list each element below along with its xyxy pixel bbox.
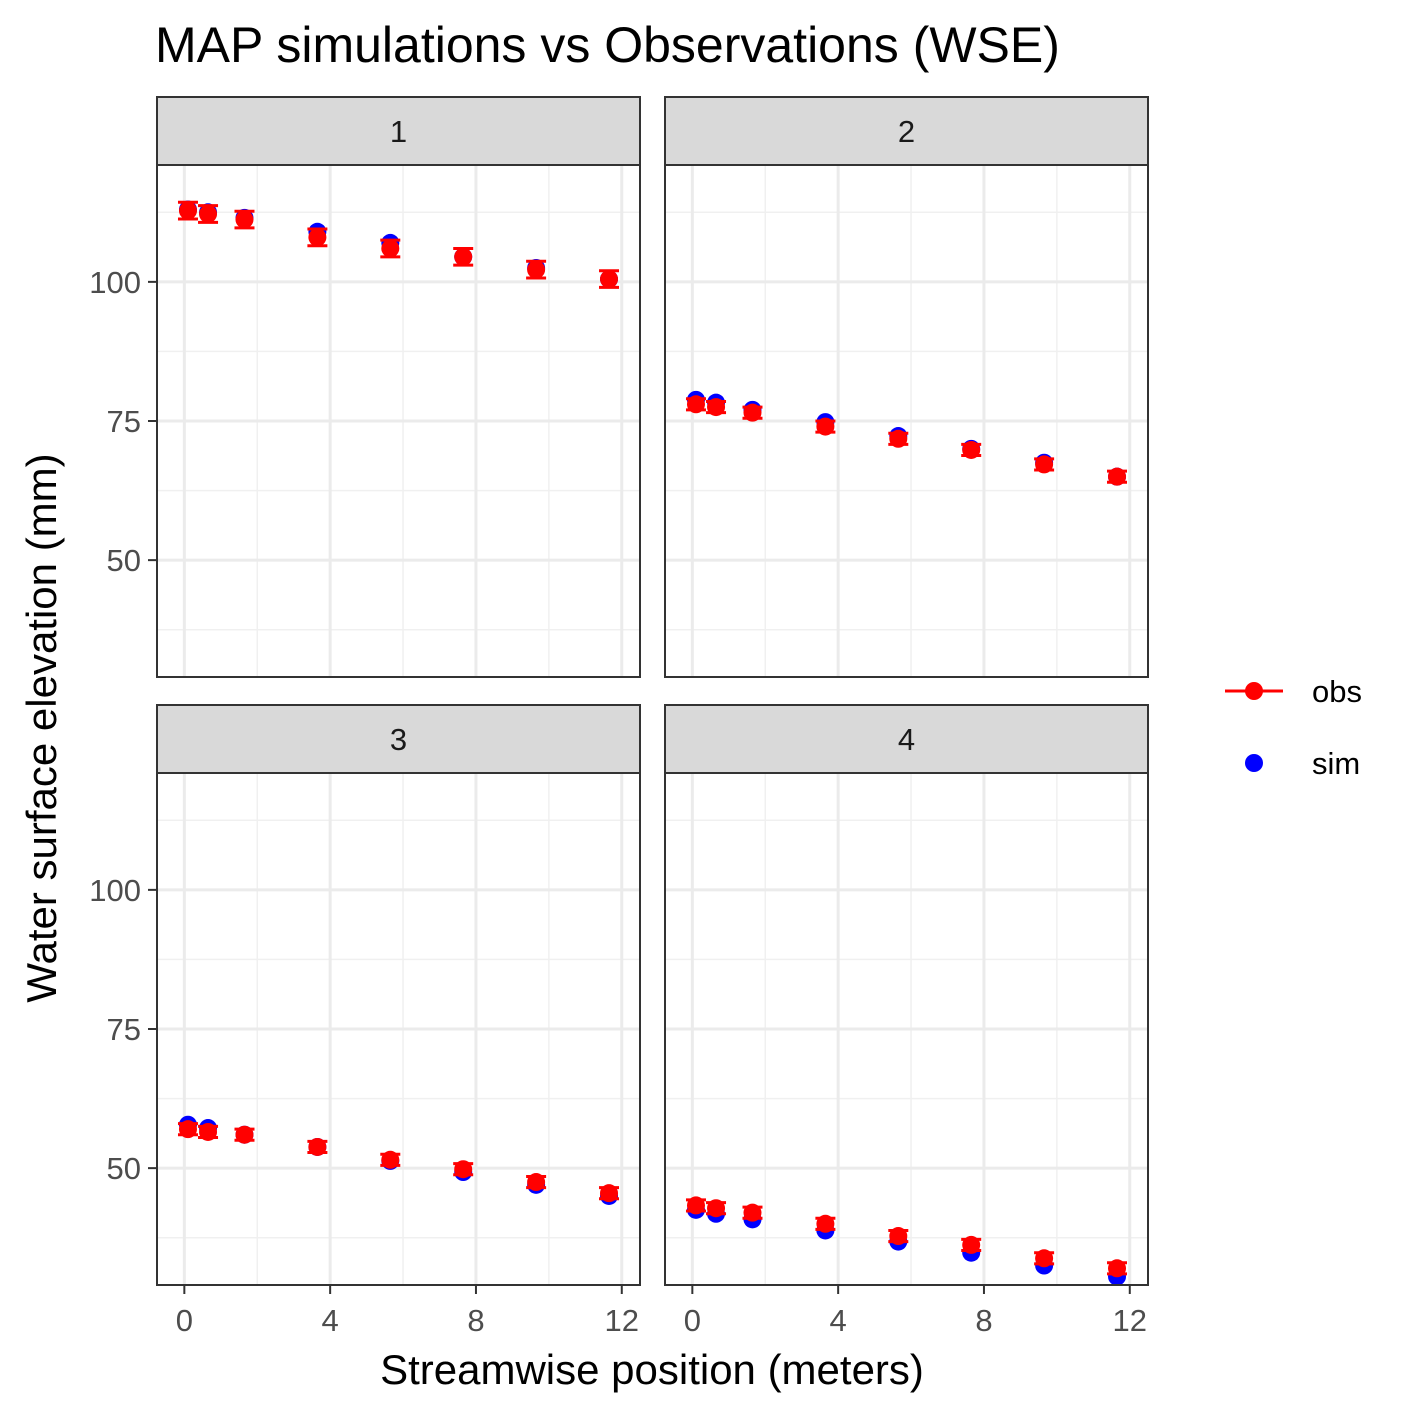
legend-sim-point — [1245, 754, 1263, 772]
obs-point — [1108, 1259, 1127, 1278]
obs-point — [235, 1125, 254, 1144]
obs-point — [816, 417, 835, 436]
obs-point — [1035, 1249, 1054, 1268]
obs-point — [889, 1227, 908, 1246]
obs-point — [600, 270, 619, 289]
facet-panels: 1 50 75 100 2 3 50 75 100 0 4 8 12 4 0 4 8 12 — [89, 96, 1149, 1338]
obs-point — [527, 260, 546, 279]
facet-panel-4: 4 0 4 8 12 — [664, 704, 1149, 1338]
obs-point — [381, 1150, 400, 1169]
facet-strip-label: 4 — [898, 722, 915, 757]
panel-border — [664, 772, 1149, 1286]
facet-panel-1: 1 50 75 100 — [89, 96, 641, 678]
obs-point — [454, 247, 473, 266]
facet-strip — [156, 96, 641, 166]
y-tick-label: 100 — [89, 265, 141, 300]
obs-point — [308, 228, 327, 247]
facet-panel-3: 3 50 75 100 0 4 8 12 — [89, 704, 641, 1338]
obs-point — [707, 398, 726, 417]
y-axis-title: Water surface elevation (mm) — [18, 453, 65, 1002]
x-tick-label: 0 — [684, 1303, 701, 1338]
x-axis-title: Streamwise position (meters) — [380, 1346, 924, 1393]
x-tick-label: 12 — [1113, 1303, 1147, 1338]
panel-border — [664, 164, 1149, 678]
obs-point — [707, 1199, 726, 1218]
facet-strip-label: 3 — [390, 722, 407, 757]
facet-panel-2: 2 — [664, 96, 1149, 678]
obs-point — [743, 1203, 762, 1222]
obs-point — [962, 1235, 981, 1254]
obs-point — [199, 1122, 218, 1141]
y-tick-label: 75 — [107, 404, 141, 439]
obs-point — [889, 429, 908, 448]
legend-obs-label: obs — [1312, 674, 1362, 709]
legend-sim-label: sim — [1312, 746, 1360, 781]
facet-strip-label: 1 — [390, 114, 407, 149]
legend: obs sim — [1225, 674, 1362, 781]
obs-point — [199, 204, 218, 223]
y-tick-label: 50 — [107, 1151, 141, 1186]
obs-point — [1108, 467, 1127, 486]
obs-point — [962, 440, 981, 459]
facet-strip — [156, 704, 641, 774]
legend-obs-point — [1245, 682, 1263, 700]
obs-point — [178, 201, 197, 220]
obs-point — [743, 403, 762, 422]
x-tick-label: 12 — [605, 1303, 639, 1338]
obs-point — [816, 1214, 835, 1233]
obs-point — [600, 1184, 619, 1203]
x-tick-label: 8 — [975, 1303, 992, 1338]
obs-point — [686, 395, 705, 414]
obs-point — [235, 210, 254, 229]
obs-point — [178, 1120, 197, 1139]
y-tick-label: 50 — [107, 543, 141, 578]
facet-strip — [664, 96, 1149, 166]
obs-point — [381, 239, 400, 258]
obs-point — [308, 1137, 327, 1156]
facet-strip-label: 2 — [898, 114, 915, 149]
x-tick-label: 4 — [322, 1303, 339, 1338]
x-tick-label: 4 — [830, 1303, 847, 1338]
x-tick-label: 8 — [467, 1303, 484, 1338]
obs-point — [1035, 455, 1054, 474]
obs-point — [527, 1173, 546, 1192]
obs-point — [454, 1160, 473, 1179]
y-tick-label: 75 — [107, 1012, 141, 1047]
x-tick-label: 0 — [176, 1303, 193, 1338]
facet-strip — [664, 704, 1149, 774]
y-tick-label: 100 — [89, 873, 141, 908]
obs-point — [686, 1196, 705, 1215]
chart-title: MAP simulations vs Observations (WSE) — [155, 17, 1060, 73]
